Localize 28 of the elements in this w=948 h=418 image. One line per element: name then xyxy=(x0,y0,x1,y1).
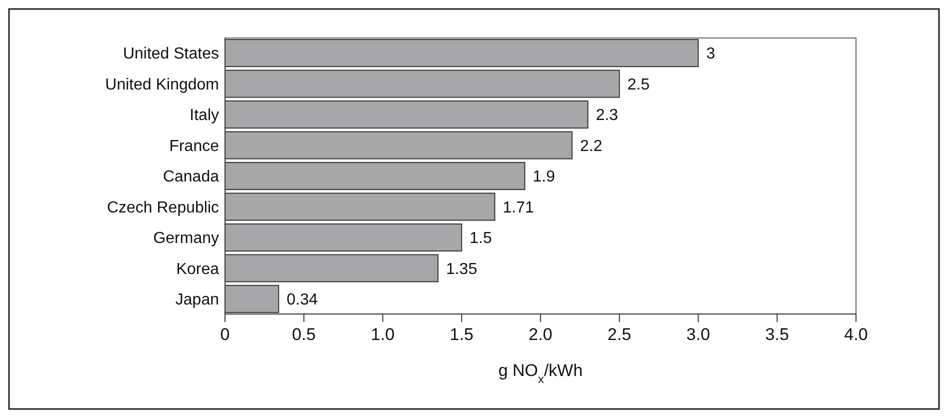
data-label: 0.34 xyxy=(286,292,318,309)
data-label: 2.2 xyxy=(580,138,602,155)
x-tick-label: 3.5 xyxy=(765,325,789,344)
x-tick-label: 4.0 xyxy=(844,325,868,344)
data-label: 1.5 xyxy=(470,230,492,248)
x-tick-label: 2.0 xyxy=(528,325,552,344)
data-label: 2.3 xyxy=(596,107,618,124)
y-tick-label: Germany xyxy=(153,230,219,248)
x-tick-label: 0 xyxy=(220,325,230,344)
y-tick-label: Korea xyxy=(176,260,220,278)
y-tick-label: France xyxy=(169,138,220,155)
data-label: 3 xyxy=(706,46,716,63)
x-tick-label: 1.0 xyxy=(370,325,395,344)
data-label: 1.71 xyxy=(502,199,534,216)
x-tick-label: 0.5 xyxy=(292,325,316,344)
data-label: 1.35 xyxy=(446,260,478,278)
x-axis-title: g NO$_{x}$/kWh xyxy=(498,361,583,386)
x-tick-label: 3.0 xyxy=(686,325,710,344)
y-tick-label: United States xyxy=(122,46,219,63)
data-label: 2.5 xyxy=(627,76,650,94)
x-tick-label: 2.5 xyxy=(608,325,632,344)
y-tick-label: United Kingdom xyxy=(105,76,219,94)
y-tick-label: Italy xyxy=(190,107,219,124)
y-tick-label: Czech Republic xyxy=(106,199,219,216)
x-tick-label: 1.5 xyxy=(450,325,474,344)
data-label: 1.9 xyxy=(532,168,556,186)
y-tick-label: Japan xyxy=(175,292,219,309)
y-tick-label: Canada xyxy=(162,168,220,186)
